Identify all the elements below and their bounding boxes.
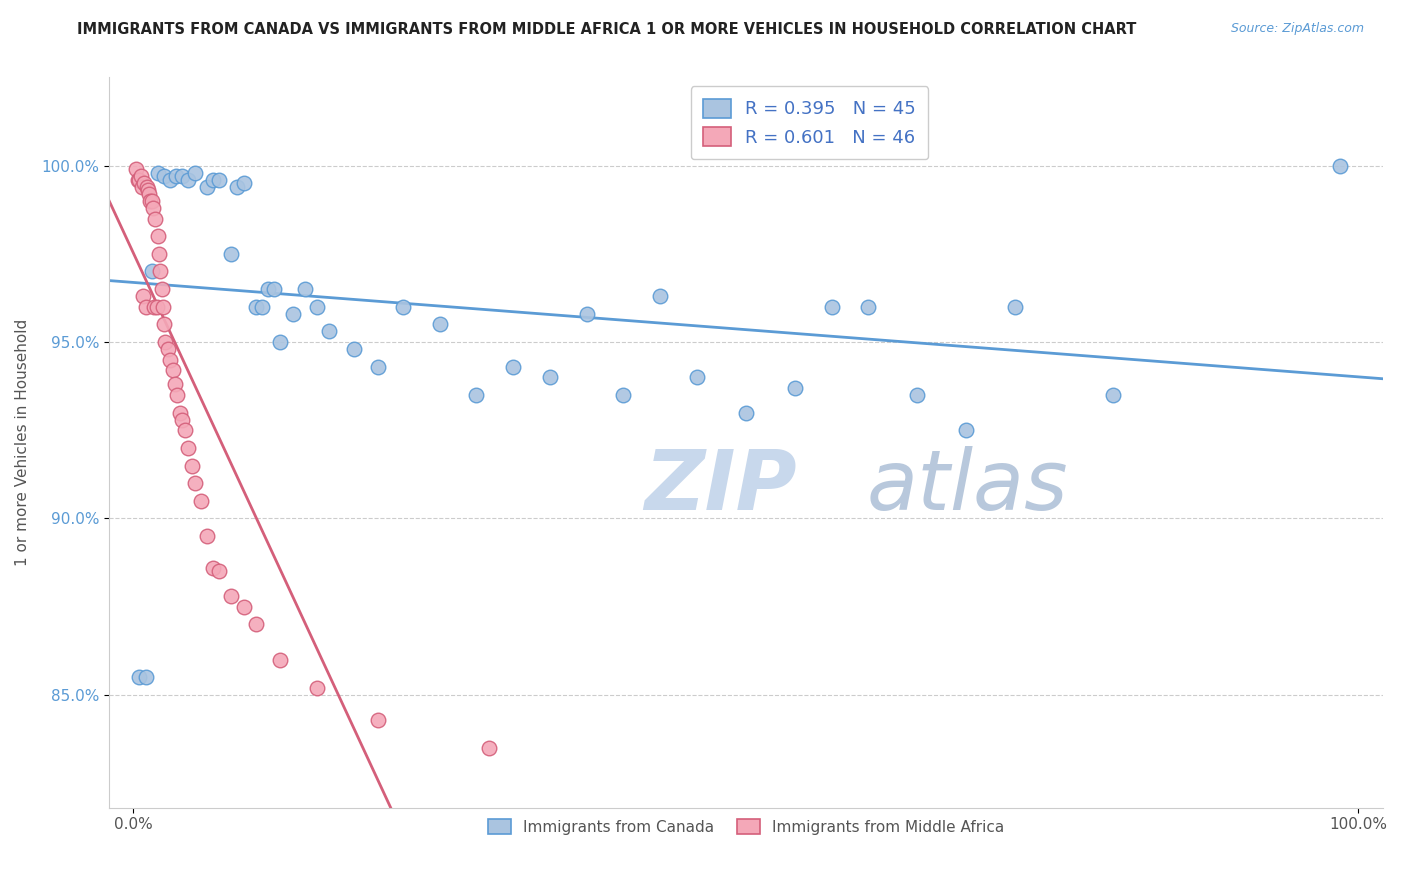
Point bbox=[858, 300, 880, 314]
Point bbox=[257, 282, 280, 296]
Point bbox=[172, 169, 194, 184]
Point bbox=[153, 318, 176, 332]
Point bbox=[139, 194, 162, 208]
Point bbox=[575, 307, 598, 321]
Point bbox=[148, 247, 170, 261]
Text: Source: ZipAtlas.com: Source: ZipAtlas.com bbox=[1230, 22, 1364, 36]
Point bbox=[208, 565, 231, 579]
Point bbox=[429, 318, 451, 332]
Y-axis label: 1 or more Vehicles in Household: 1 or more Vehicles in Household bbox=[15, 319, 30, 566]
Point bbox=[245, 300, 267, 314]
Point bbox=[172, 412, 194, 426]
Point bbox=[177, 441, 200, 455]
Point bbox=[135, 300, 157, 314]
Text: ZIP: ZIP bbox=[644, 446, 797, 527]
Point bbox=[1329, 159, 1351, 173]
Point bbox=[127, 173, 149, 187]
Point bbox=[132, 289, 155, 303]
Point bbox=[142, 201, 165, 215]
Point bbox=[208, 173, 231, 187]
Point bbox=[294, 282, 316, 296]
Point bbox=[1102, 388, 1125, 402]
Point bbox=[136, 183, 159, 197]
Point bbox=[153, 334, 176, 349]
Point bbox=[502, 359, 524, 374]
Point bbox=[141, 194, 163, 208]
Point bbox=[281, 307, 304, 321]
Point bbox=[143, 300, 166, 314]
Point bbox=[125, 162, 148, 177]
Point bbox=[149, 264, 172, 278]
Point bbox=[905, 388, 928, 402]
Point bbox=[650, 289, 672, 303]
Point bbox=[183, 476, 205, 491]
Point bbox=[165, 169, 187, 184]
Point bbox=[159, 352, 181, 367]
Text: atlas: atlas bbox=[868, 446, 1069, 527]
Point bbox=[128, 670, 150, 684]
Point bbox=[150, 282, 173, 296]
Point bbox=[146, 229, 169, 244]
Point bbox=[318, 325, 340, 339]
Point bbox=[162, 363, 184, 377]
Point bbox=[159, 173, 181, 187]
Point bbox=[343, 342, 366, 356]
Point bbox=[135, 179, 157, 194]
Point bbox=[735, 406, 758, 420]
Point bbox=[177, 173, 200, 187]
Point bbox=[1004, 300, 1026, 314]
Point bbox=[367, 713, 389, 727]
Point bbox=[392, 300, 415, 314]
Point bbox=[190, 493, 212, 508]
Point bbox=[367, 359, 389, 374]
Point bbox=[166, 388, 188, 402]
Point bbox=[145, 300, 167, 314]
Point bbox=[145, 211, 167, 226]
Text: IMMIGRANTS FROM CANADA VS IMMIGRANTS FROM MIDDLE AFRICA 1 OR MORE VEHICLES IN HO: IMMIGRANTS FROM CANADA VS IMMIGRANTS FRO… bbox=[77, 22, 1136, 37]
Point bbox=[307, 681, 329, 695]
Point bbox=[195, 529, 218, 543]
Point bbox=[201, 173, 224, 187]
Point bbox=[153, 169, 176, 184]
Point bbox=[131, 179, 153, 194]
Point bbox=[955, 423, 977, 437]
Point bbox=[245, 617, 267, 632]
Point bbox=[141, 264, 163, 278]
Point bbox=[195, 179, 218, 194]
Point bbox=[307, 300, 329, 314]
Point bbox=[269, 652, 291, 666]
Point bbox=[263, 282, 285, 296]
Point bbox=[221, 589, 243, 603]
Point bbox=[232, 176, 254, 190]
Point bbox=[201, 561, 224, 575]
Point bbox=[173, 423, 195, 437]
Point bbox=[612, 388, 634, 402]
Point bbox=[169, 406, 191, 420]
Point bbox=[221, 247, 243, 261]
Point bbox=[478, 740, 501, 755]
Point bbox=[783, 381, 806, 395]
Point bbox=[686, 370, 709, 384]
Point bbox=[134, 176, 156, 190]
Point bbox=[152, 300, 174, 314]
Point bbox=[250, 300, 273, 314]
Point bbox=[138, 186, 160, 201]
Point bbox=[181, 458, 204, 473]
Point bbox=[135, 670, 157, 684]
Point bbox=[226, 179, 249, 194]
Point bbox=[465, 388, 488, 402]
Point bbox=[538, 370, 561, 384]
Point bbox=[156, 342, 179, 356]
Point bbox=[269, 334, 291, 349]
Point bbox=[146, 166, 169, 180]
Point bbox=[128, 173, 150, 187]
Point bbox=[183, 166, 205, 180]
Point bbox=[821, 300, 844, 314]
Point bbox=[163, 377, 186, 392]
Point bbox=[129, 169, 152, 184]
Point bbox=[232, 599, 254, 614]
Legend: Immigrants from Canada, Immigrants from Middle Africa: Immigrants from Canada, Immigrants from … bbox=[478, 810, 1014, 844]
